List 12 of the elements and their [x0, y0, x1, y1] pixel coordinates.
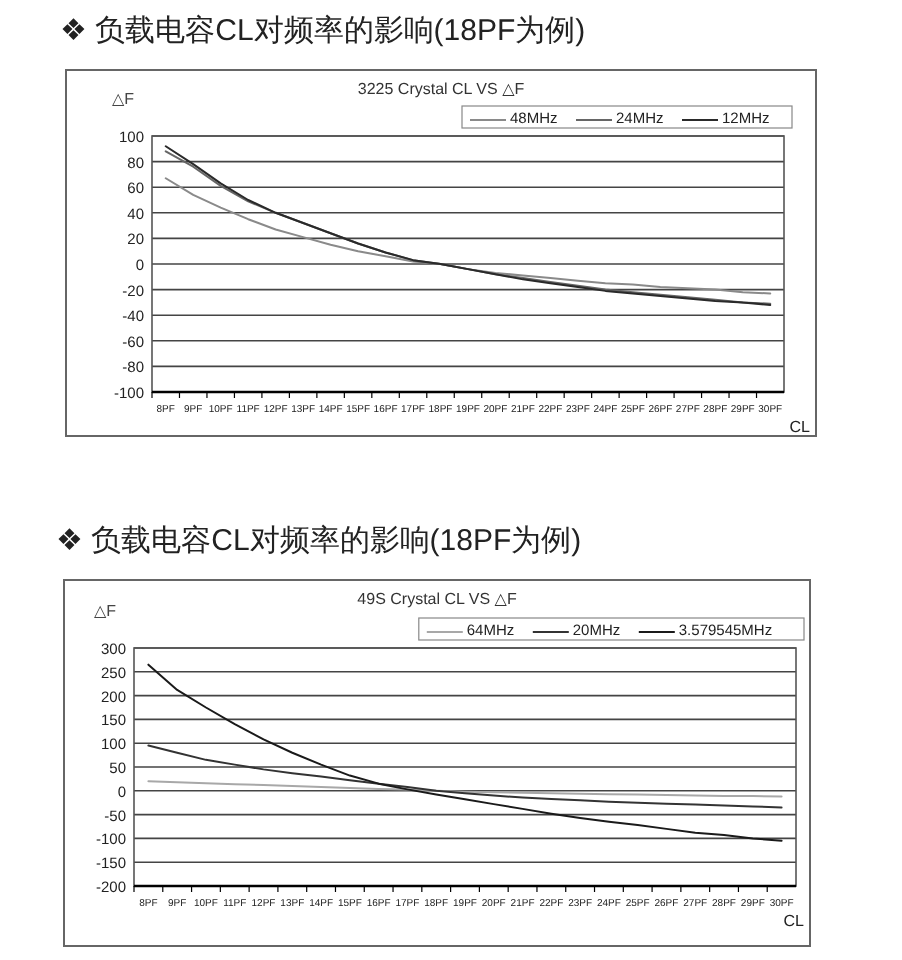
line-series — [147, 744, 783, 809]
chart-subtitle: 49S Crystal CL VS △F — [357, 590, 517, 608]
y-axis-title: △F — [94, 602, 117, 620]
x-axis-title: CL — [789, 418, 812, 436]
y-axis-title: △F — [112, 90, 135, 108]
line-series — [147, 780, 783, 798]
chart-title: ❖ 负载电容CL对频率的影响(18PF为例) — [56, 524, 582, 558]
chart-title: ❖ 负载电容CL对频率的影响(18PF为例) — [60, 14, 586, 48]
x-axis-title: CL — [783, 912, 806, 930]
line-series — [147, 663, 783, 842]
chart-subtitle: 3225 Crystal CL VS △F — [357, 80, 525, 98]
line-series — [164, 177, 772, 295]
